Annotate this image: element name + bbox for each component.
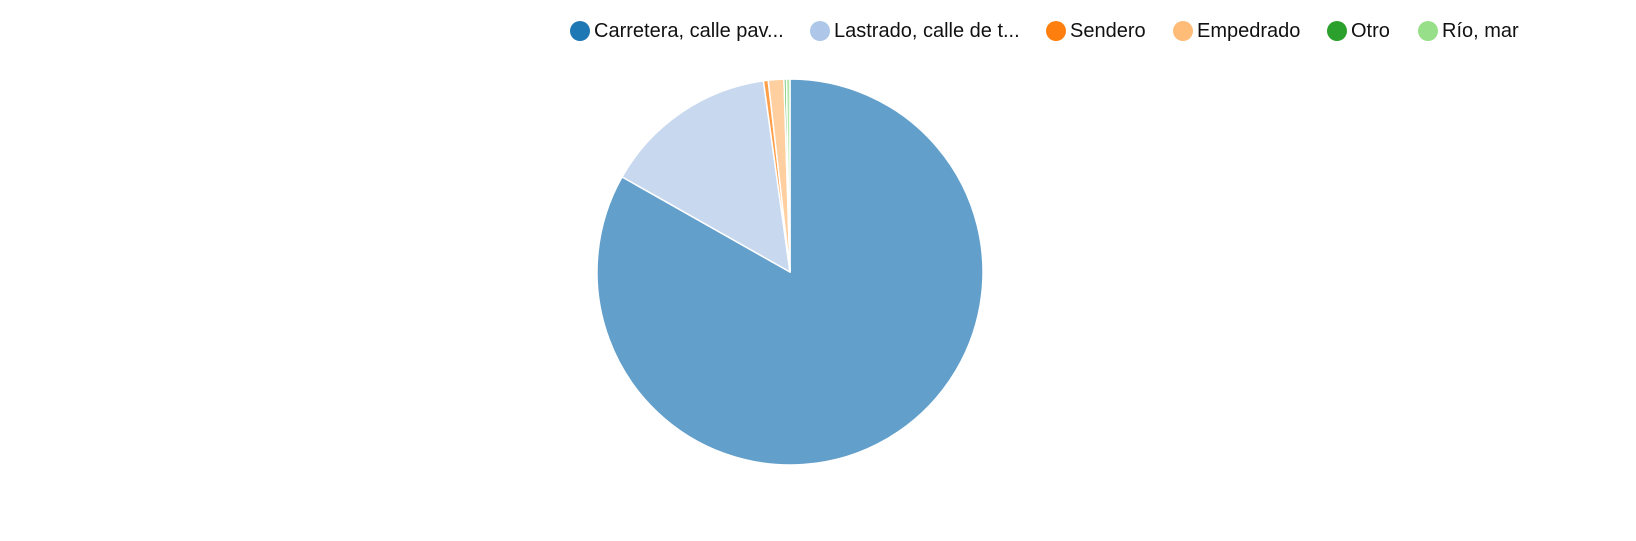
legend-label-empedrado: Empedrado [1197, 20, 1301, 42]
legend-item-otro[interactable]: Otro [1327, 18, 1390, 44]
legend: Carretera, calle pav... Lastrado, calle … [0, 0, 1636, 60]
legend-item-lastrado[interactable]: Lastrado, calle de t... [810, 18, 1020, 44]
pie-slice-2[interactable] [621, 80, 791, 273]
pie-slice-6[interactable] [785, 78, 791, 273]
legend-item-sendero[interactable]: Sendero [1046, 18, 1146, 44]
legend-label-sendero: Sendero [1070, 20, 1146, 42]
legend-item-rio-mar[interactable]: Río, mar [1418, 18, 1519, 44]
legend-label-carretera: Carretera, calle pav... [594, 20, 784, 42]
legend-swatch-lastrado [810, 21, 830, 41]
legend-swatch-empedrado [1173, 21, 1193, 41]
legend-swatch-otro [1327, 21, 1347, 41]
legend-swatch-carretera [570, 21, 590, 41]
legend-swatch-sendero [1046, 21, 1066, 41]
legend-label-otro: Otro [1351, 20, 1390, 42]
legend-swatch-rio-mar [1418, 21, 1438, 41]
legend-item-empedrado[interactable]: Empedrado [1173, 18, 1300, 44]
legend-label-rio-mar: Río, mar [1442, 20, 1519, 42]
legend-label-lastrado: Lastrado, calle de t... [834, 20, 1020, 42]
legend-item-carretera[interactable]: Carretera, calle pav... [570, 18, 784, 44]
